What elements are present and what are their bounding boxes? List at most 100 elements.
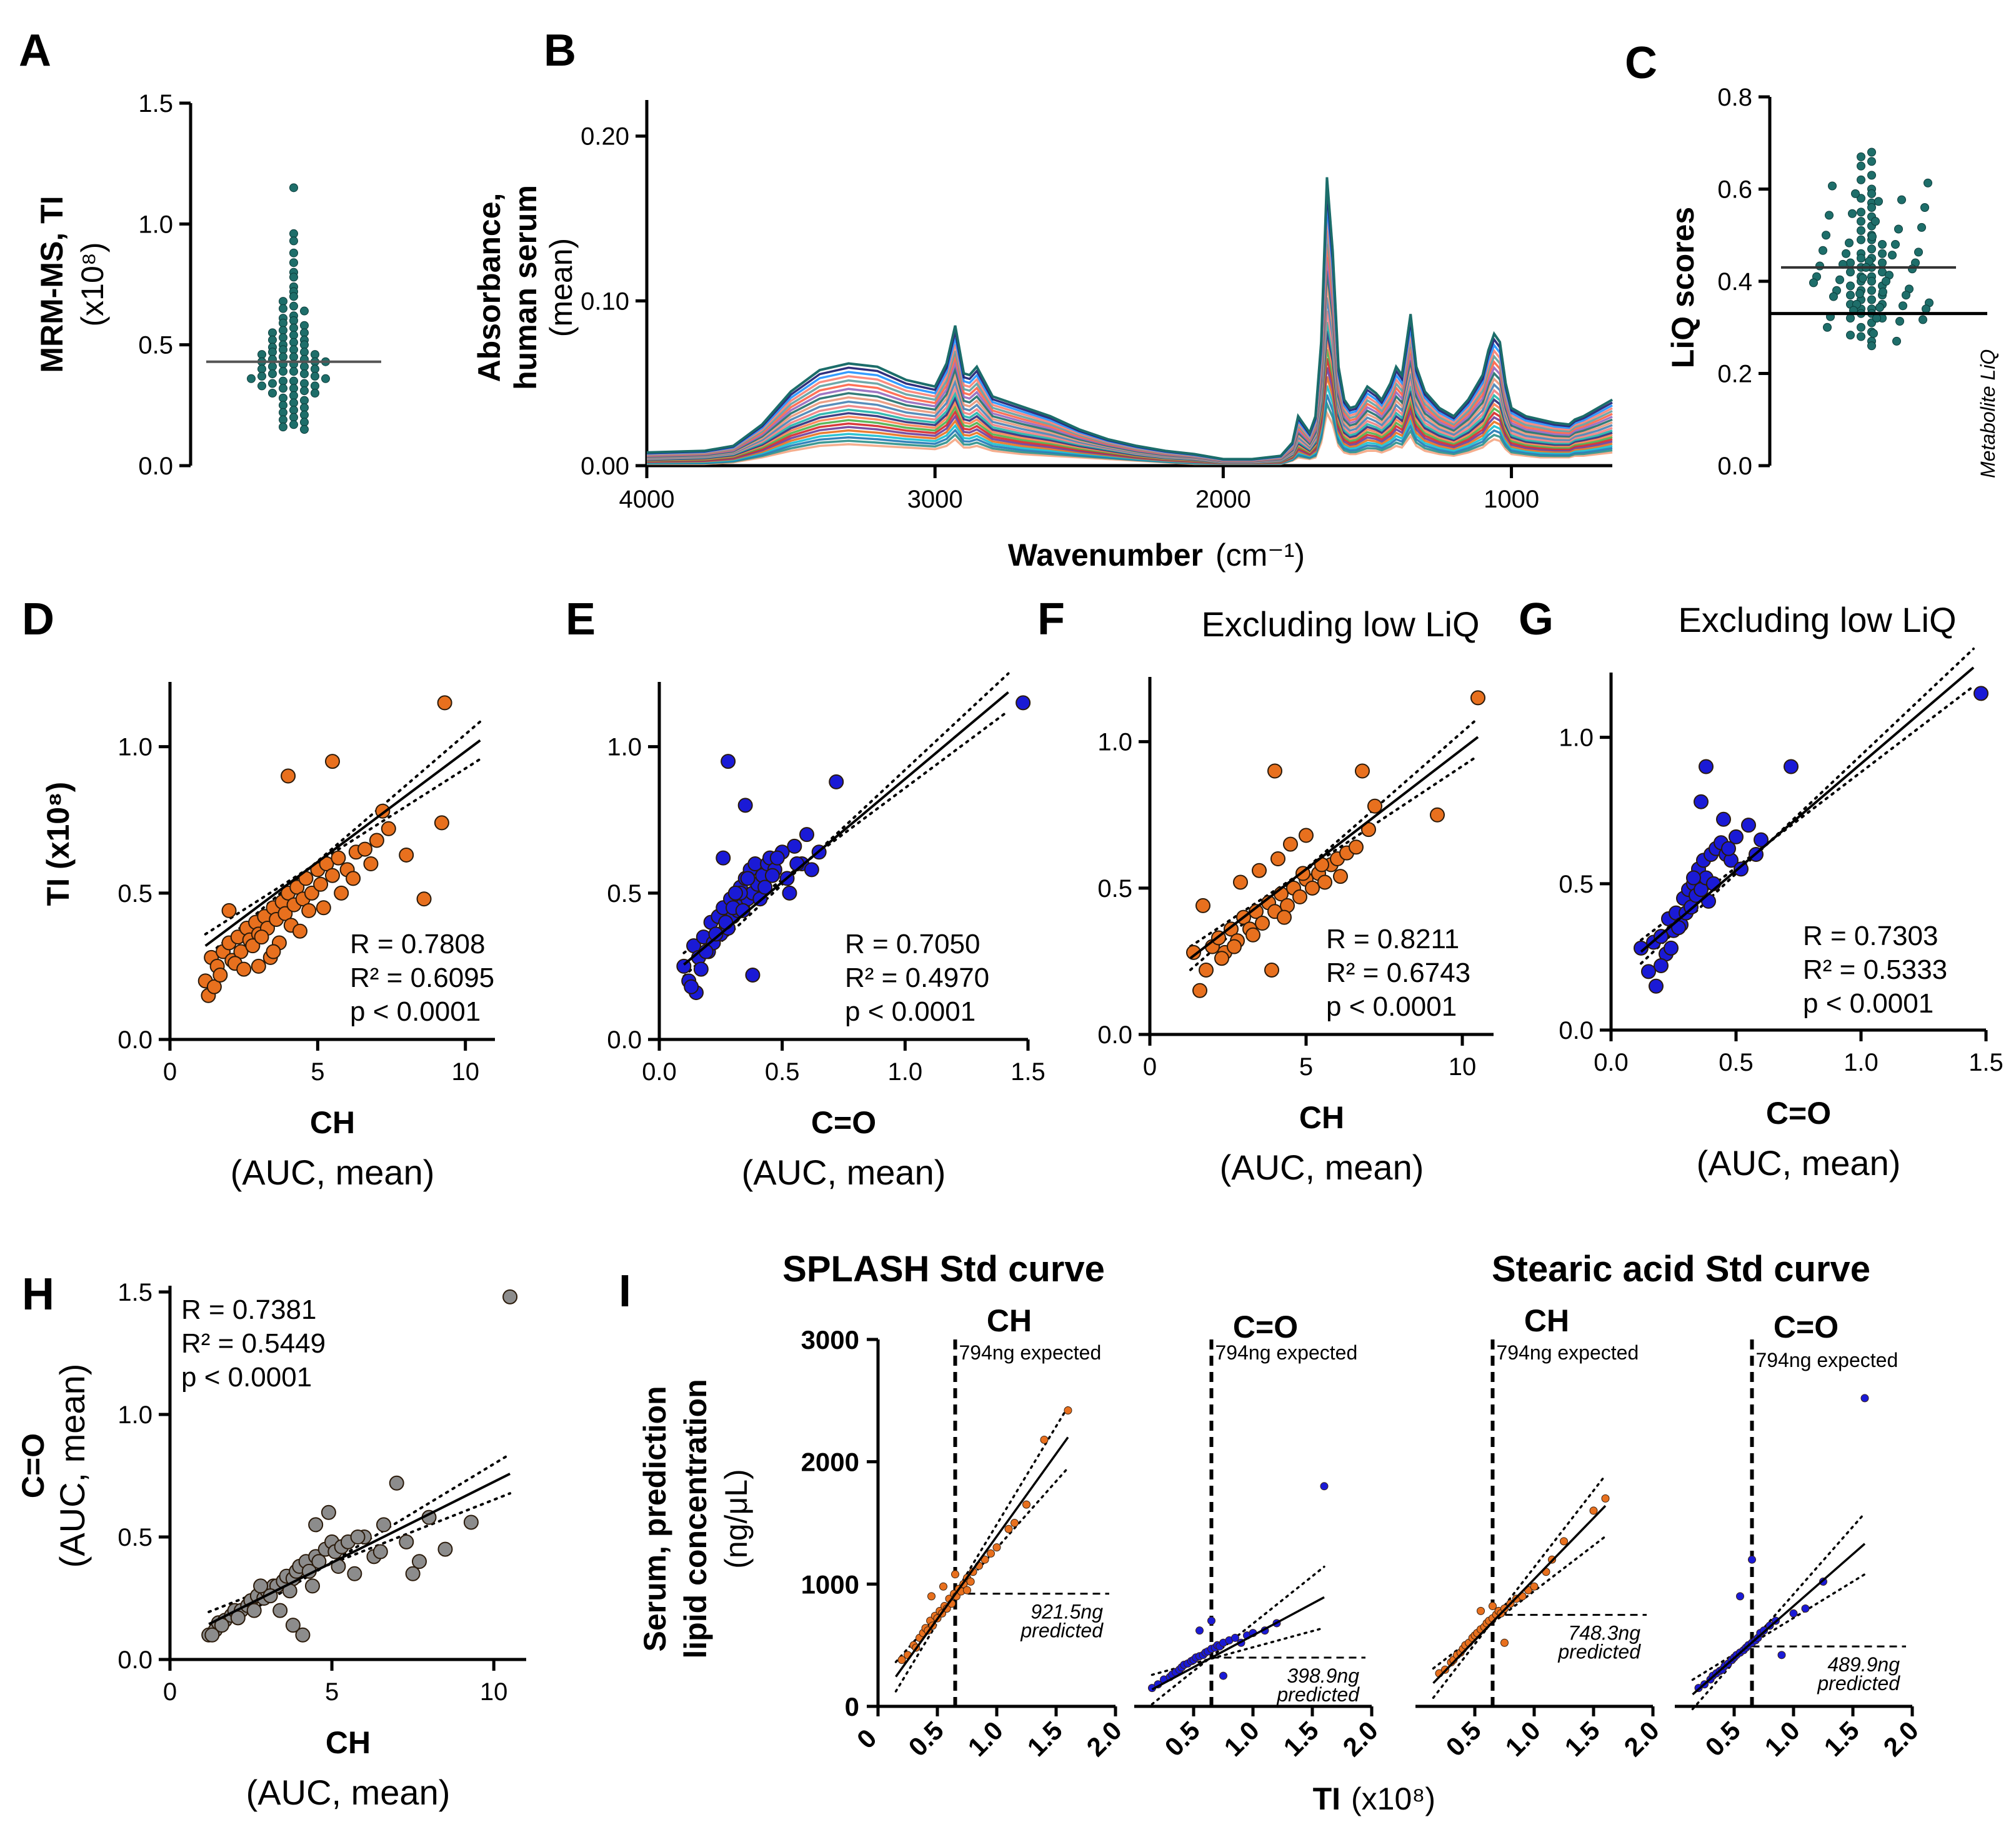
panel-e-y-tick-label: 1.0 [607, 734, 642, 761]
beeswarm-point [279, 304, 287, 313]
beeswarm-point [1855, 289, 1864, 298]
beeswarm-point [289, 316, 298, 325]
panel-a-y-tick-label: 0.0 [138, 453, 173, 480]
beeswarm-point [1857, 217, 1865, 226]
scatter-point [1270, 851, 1285, 866]
scatter-point [727, 885, 743, 901]
beeswarm-point [1867, 171, 1876, 180]
panel-f-x-tick-label: 10 [1449, 1053, 1477, 1081]
beeswarm-point [300, 425, 309, 434]
panel-d-x-tick-label: 0 [163, 1058, 177, 1086]
scatter-point [718, 914, 734, 930]
beeswarm-point [1868, 232, 1877, 241]
predicted-label: predicted [1020, 1619, 1104, 1642]
stat-p: p < 0.0001 [181, 1362, 312, 1393]
panel-c-y-tick-label: 0.8 [1717, 84, 1752, 111]
scatter-point [1255, 916, 1270, 931]
stat-p: p < 0.0001 [1326, 991, 1457, 1022]
beeswarm-point [300, 348, 309, 357]
beeswarm-point [279, 415, 287, 424]
scatter-point [927, 1592, 936, 1601]
beeswarm-point [289, 323, 298, 333]
beeswarm-point [311, 389, 319, 398]
beeswarm-point [268, 328, 277, 338]
scatter-point [745, 967, 761, 983]
beeswarm-point [279, 297, 287, 306]
beeswarm-point [279, 376, 287, 386]
panel-i-ylabel-2: lipid concentration [678, 1379, 713, 1658]
scatter-point [1192, 983, 1207, 998]
beeswarm-point [279, 326, 287, 335]
scatter-point [1601, 1494, 1610, 1503]
panel-g-y-tick-label: 1.0 [1559, 724, 1594, 752]
panel-g-xlabel: C=O [1766, 1096, 1831, 1131]
beeswarm-point [247, 374, 256, 383]
panel-b-x-tick-label: 1000 [1484, 486, 1539, 513]
beeswarm-point [311, 350, 319, 359]
panel-i: I SPLASH Std curve Stearic acid Std curv… [619, 1249, 1924, 1816]
panel-a-points [247, 183, 330, 434]
scatter-point [272, 1603, 288, 1618]
beeswarm-point [279, 408, 287, 417]
panel-b-x-tick-label: 2000 [1195, 486, 1251, 513]
panel-a-letter: A [19, 26, 51, 76]
panel-i-yticks: 0 1000 2000 3000 [801, 1325, 878, 1721]
beeswarm-point [300, 418, 309, 427]
beeswarm-point [1920, 203, 1929, 212]
scatter-point [1252, 863, 1267, 878]
beeswarm-point [1879, 288, 1887, 297]
panel-b-ylabel-2: human serum [508, 185, 543, 390]
predicted-label: predicted [1557, 1641, 1641, 1663]
beeswarm-point [1922, 304, 1930, 314]
beeswarm-point [1846, 281, 1855, 291]
scatter-point [416, 891, 432, 907]
scatter-point [313, 876, 329, 892]
scatter-point [292, 923, 307, 939]
beeswarm-point [1894, 224, 1903, 234]
scatter-point [829, 774, 844, 789]
panel-e-y-tick-label: 0.5 [607, 880, 642, 908]
confidence-band-lower [1189, 754, 1479, 948]
scatter-point [1589, 1506, 1598, 1515]
confidence-band-lower [1691, 1573, 1866, 1681]
beeswarm-point [1851, 189, 1860, 198]
panel-i-y-tick-label: 1000 [801, 1569, 859, 1599]
panel-i-y-tick-label: 3000 [801, 1325, 859, 1354]
panel-g-x-tick-label: 1.5 [1969, 1049, 2004, 1076]
beeswarm-point [1867, 341, 1876, 351]
beeswarm-point [1878, 240, 1887, 249]
panel-g-title: Excluding low LiQ [1678, 600, 1956, 639]
beeswarm-point [1867, 148, 1876, 157]
panel-e-x-tick-label: 1.5 [1010, 1058, 1045, 1086]
beeswarm-point [1895, 317, 1904, 326]
stat-p: p < 0.0001 [1803, 988, 1934, 1019]
beeswarm-point [1842, 249, 1850, 258]
scatter-point [285, 1618, 301, 1633]
beeswarm-point [289, 338, 298, 347]
panel-b-y-tick-label: 0.00 [581, 453, 629, 480]
beeswarm-point [1857, 208, 1865, 217]
panel-h-x-tick-label: 0 [163, 1678, 177, 1706]
confidence-band-upper [894, 1405, 1069, 1693]
regression-line [1432, 1504, 1607, 1684]
scatter-point [233, 944, 249, 959]
beeswarm-point [289, 183, 298, 193]
scatter-point [1207, 1616, 1215, 1625]
scatter-point [1716, 811, 1731, 827]
beeswarm-point [279, 345, 287, 354]
panel-b-y-tick-label: 0.10 [581, 288, 629, 315]
scatter-point [1199, 962, 1214, 978]
beeswarm-point [268, 379, 277, 388]
spectrum-line-max [646, 177, 1613, 461]
beeswarm-point [289, 248, 298, 258]
beeswarm-point [1846, 268, 1855, 277]
panel-c: C 0.0 0.2 0.4 0.6 0.8 LiQ scores Metabolite … [1625, 38, 1999, 480]
scatter-point [399, 847, 414, 863]
beeswarm-point [300, 328, 309, 338]
scatter-point [1530, 1582, 1539, 1591]
beeswarm-point [289, 229, 298, 238]
scatter-point [399, 1534, 414, 1549]
panel-f-xlabel-sub: (AUC, mean) [1220, 1148, 1424, 1187]
beeswarm-point [279, 393, 287, 403]
